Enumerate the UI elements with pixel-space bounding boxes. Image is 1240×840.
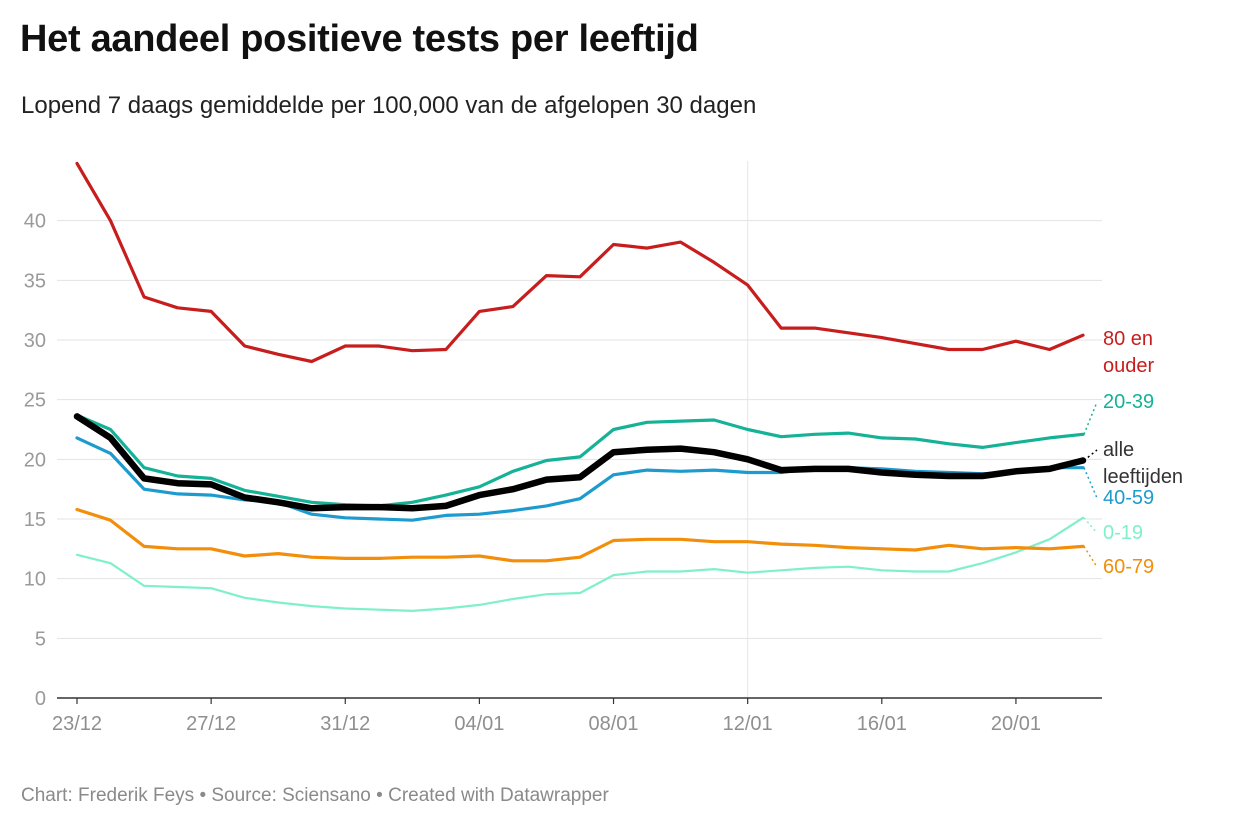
series-label-line: 20-39 <box>1103 391 1154 413</box>
chart-footer: Chart: Frederik Feys • Source: Sciensano… <box>21 785 609 807</box>
x-tick-label: 08/01 <box>589 713 639 735</box>
x-tick-label: 16/01 <box>857 713 907 735</box>
x-tick-label: 12/01 <box>723 713 773 735</box>
series-label-line: leeftijden <box>1103 466 1183 488</box>
label-connector <box>1083 517 1098 534</box>
x-tick-label: 23/12 <box>52 713 102 735</box>
series-label-line: alle <box>1103 439 1134 461</box>
series-label: alle leeftijden <box>1103 439 1183 488</box>
y-tick-label: 40 <box>24 211 46 233</box>
series-label: 20-39 <box>1103 391 1154 413</box>
tool-credit: Created with Datawrapper <box>388 785 609 806</box>
chart-credit: Chart: Frederik Feys <box>21 785 195 806</box>
series-line-80-en-ouder <box>75 161 1085 364</box>
series-label-line: 80 en <box>1103 328 1153 350</box>
x-tick-label: 27/12 <box>186 713 236 735</box>
line-chart: 0 5 10 15 20 25 30 35 40 23/12 27/12 31/12 04/01 08/0… <box>24 161 1183 735</box>
y-tick-label: 10 <box>24 569 46 591</box>
x-tick-label: 04/01 <box>454 713 504 735</box>
y-tick-label: 35 <box>24 270 46 292</box>
chart-subtitle: Lopend 7 daags gemiddelde per 100,000 va… <box>21 92 757 119</box>
series-line-60-79 <box>75 507 1085 563</box>
y-tick-label: 20 <box>24 449 46 471</box>
x-tick-label: 20/01 <box>991 713 1041 735</box>
y-tick-label: 0 <box>35 688 46 710</box>
source-credit: Source: Sciensano <box>211 785 371 806</box>
series-label: 40-59 <box>1103 487 1154 509</box>
series-label: 80 en ouder <box>1103 328 1154 377</box>
y-tick-label: 15 <box>24 509 46 531</box>
series-label: 60-79 <box>1103 556 1154 578</box>
label-connector <box>1083 545 1098 568</box>
label-connector <box>1083 401 1098 435</box>
footer-separator: • <box>199 785 207 806</box>
series-label: 0-19 <box>1103 522 1143 544</box>
series-line-0-19 <box>75 516 1085 612</box>
chart-title: Het aandeel positieve tests per leeftijd <box>20 18 699 60</box>
series-line-20-39 <box>75 413 1085 508</box>
footer-separator: • <box>376 785 383 806</box>
y-tick-label: 25 <box>24 390 46 412</box>
series-line-alle-leeftijden <box>73 413 1087 512</box>
y-tick-label: 30 <box>24 330 46 352</box>
series-label-line: 60-79 <box>1103 556 1154 578</box>
series-label-line: 0-19 <box>1103 522 1143 544</box>
series-label-line: ouder <box>1103 355 1154 377</box>
series-label-line: 40-59 <box>1103 487 1154 509</box>
label-connector <box>1083 467 1098 499</box>
x-tick-label: 31/12 <box>320 713 370 735</box>
y-tick-label: 5 <box>35 628 46 650</box>
